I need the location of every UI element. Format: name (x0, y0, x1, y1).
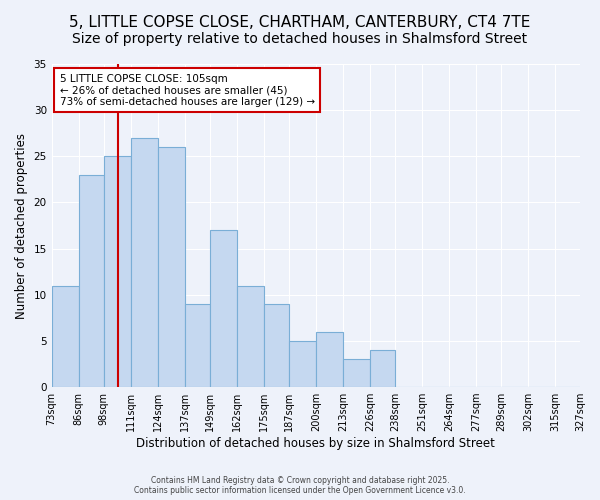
Bar (264, 304, 289, 387)
Bar (104, 156, 131, 387)
Bar (370, 350, 395, 387)
Bar (79, 175, 104, 387)
Bar (210, 230, 237, 387)
Y-axis label: Number of detached properties: Number of detached properties (15, 132, 28, 318)
Bar (158, 147, 185, 387)
Bar (343, 360, 370, 387)
Text: 5, LITTLE COPSE CLOSE, CHARTHAM, CANTERBURY, CT4 7TE: 5, LITTLE COPSE CLOSE, CHARTHAM, CANTERB… (70, 15, 530, 30)
Bar (289, 341, 316, 387)
Bar (131, 138, 158, 387)
Text: Size of property relative to detached houses in Shalmsford Street: Size of property relative to detached ho… (73, 32, 527, 46)
Text: 5 LITTLE COPSE CLOSE: 105sqm
← 26% of detached houses are smaller (45)
73% of se: 5 LITTLE COPSE CLOSE: 105sqm ← 26% of de… (59, 74, 315, 107)
X-axis label: Distribution of detached houses by size in Shalmsford Street: Distribution of detached houses by size … (136, 437, 495, 450)
Bar (316, 332, 343, 387)
Bar (237, 286, 264, 387)
Bar (185, 304, 210, 387)
Bar (52, 286, 79, 387)
Text: Contains HM Land Registry data © Crown copyright and database right 2025.
Contai: Contains HM Land Registry data © Crown c… (134, 476, 466, 495)
